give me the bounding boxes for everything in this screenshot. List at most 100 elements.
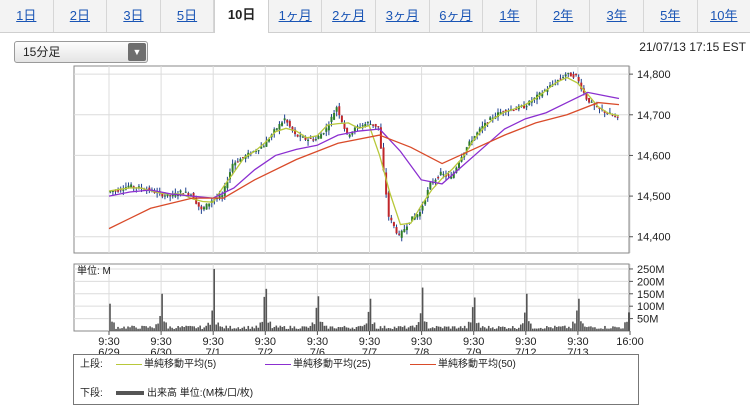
tab-11[interactable]: 3年	[590, 0, 644, 32]
volume-bar	[359, 325, 362, 331]
chart-legend: 上段: 単純移動平均(5) 単純移動平均(25) 単純移動平均(50) 下段: …	[73, 354, 639, 405]
volume-bar	[501, 326, 504, 331]
price-y-tick-label: 14,700	[637, 110, 671, 122]
price-candle-body	[556, 80, 559, 82]
tab-4[interactable]: 10日	[214, 0, 269, 33]
tab-3[interactable]: 5日	[161, 0, 215, 32]
tab-2[interactable]: 3日	[107, 0, 161, 32]
price-candle-body	[429, 182, 432, 190]
price-candle-body	[333, 113, 336, 120]
price-candle-body	[598, 107, 601, 109]
volume-y-tick-label: 50M	[637, 314, 658, 326]
price-candle-body	[497, 112, 500, 117]
price-candle-body	[158, 191, 161, 193]
volume-bar	[445, 326, 448, 331]
volume-bar	[423, 321, 426, 331]
volume-bar	[295, 328, 298, 331]
volume-bar	[321, 321, 324, 331]
volume-bar	[211, 310, 213, 331]
tab-12[interactable]: 5年	[644, 0, 698, 32]
volume-bar	[552, 328, 554, 331]
price-candle-body	[239, 158, 242, 162]
price-y-tick-label: 14,800	[637, 69, 671, 81]
volume-bar	[517, 327, 520, 331]
price-candle-body	[296, 134, 299, 137]
volume-bar	[361, 326, 364, 331]
volume-bar	[532, 328, 534, 331]
price-candle-body	[512, 110, 515, 112]
volume-bar	[377, 328, 380, 331]
volume-bar	[572, 321, 574, 331]
volume-bar	[289, 325, 292, 331]
price-candle-body	[366, 122, 369, 124]
tab-13[interactable]: 10年	[710, 8, 738, 23]
volume-bar	[371, 324, 374, 331]
volume-y-tick-label: 250M	[637, 264, 665, 276]
price-candle-body	[538, 92, 541, 96]
price-candle-body	[595, 106, 598, 108]
volume-bar	[273, 326, 276, 331]
volume-bar	[363, 324, 366, 331]
volume-bar	[475, 323, 478, 331]
price-candle-body	[455, 167, 458, 173]
volume-bar	[331, 326, 334, 331]
price-candle-body	[483, 122, 486, 128]
price-candle-body	[403, 229, 406, 233]
tab-6[interactable]: 2ヶ月	[322, 0, 377, 32]
price-candle-body	[184, 191, 187, 193]
volume-bar	[493, 328, 496, 331]
price-candle-body	[127, 185, 130, 188]
tab-0[interactable]: 1日	[0, 0, 54, 32]
tab-8[interactable]: 6ヶ月	[430, 0, 484, 32]
price-candle-body	[460, 157, 463, 162]
volume-y-tick-label: 100M	[637, 301, 665, 313]
volume-bar	[451, 326, 454, 331]
volume-bar	[267, 322, 270, 331]
tab-10[interactable]: 2年	[537, 0, 591, 32]
price-candle-body	[546, 89, 549, 92]
price-candle-body	[385, 172, 388, 195]
volume-bar	[528, 321, 530, 331]
volume-bar	[622, 328, 624, 331]
volume-bar	[131, 325, 133, 331]
volume-bar	[411, 325, 414, 331]
price-candle-body	[330, 116, 333, 123]
price-candle-body	[130, 184, 133, 188]
volume-bar	[489, 328, 492, 331]
volume-bar	[193, 326, 195, 331]
volume-bar	[471, 307, 474, 331]
volume-bar	[263, 296, 266, 331]
price-candle-body	[273, 129, 276, 134]
price-candle-body	[322, 133, 325, 135]
volume-bar	[323, 325, 326, 331]
volume-bar	[309, 325, 312, 331]
volume-bar	[373, 322, 376, 331]
price-candle-body	[372, 124, 375, 126]
tab-7[interactable]: 3ヶ月	[376, 0, 430, 32]
volume-bar	[463, 325, 466, 331]
x-tick-time: 9:30	[359, 336, 380, 348]
volume-bar	[227, 328, 230, 331]
volume-bar	[515, 328, 518, 331]
volume-bar	[217, 322, 220, 331]
tab-1[interactable]: 2日	[54, 0, 108, 32]
x-tick-time: 9:30	[307, 336, 328, 348]
tab-5[interactable]: 1ヶ月	[269, 0, 323, 32]
tab-9[interactable]: 1年	[483, 0, 537, 32]
legend-ma5-label: 単純移動平均(5)	[144, 359, 217, 370]
chevron-down-icon[interactable]: ▼	[128, 43, 146, 61]
volume-bar	[554, 325, 556, 331]
price-candle-body	[379, 127, 382, 149]
price-candle-body	[119, 189, 122, 191]
volume-bar	[628, 313, 630, 331]
price-candle-body	[140, 187, 143, 189]
price-candle-body	[590, 101, 593, 103]
interval-select[interactable]: 15分足 ▼	[14, 41, 148, 63]
price-candle-body	[234, 162, 237, 166]
volume-bar	[345, 327, 348, 331]
price-candle-body	[262, 146, 265, 148]
volume-bar	[197, 327, 199, 331]
price-candle-body	[179, 190, 182, 193]
price-candle-body	[507, 110, 510, 112]
price-candle-body	[291, 126, 294, 131]
